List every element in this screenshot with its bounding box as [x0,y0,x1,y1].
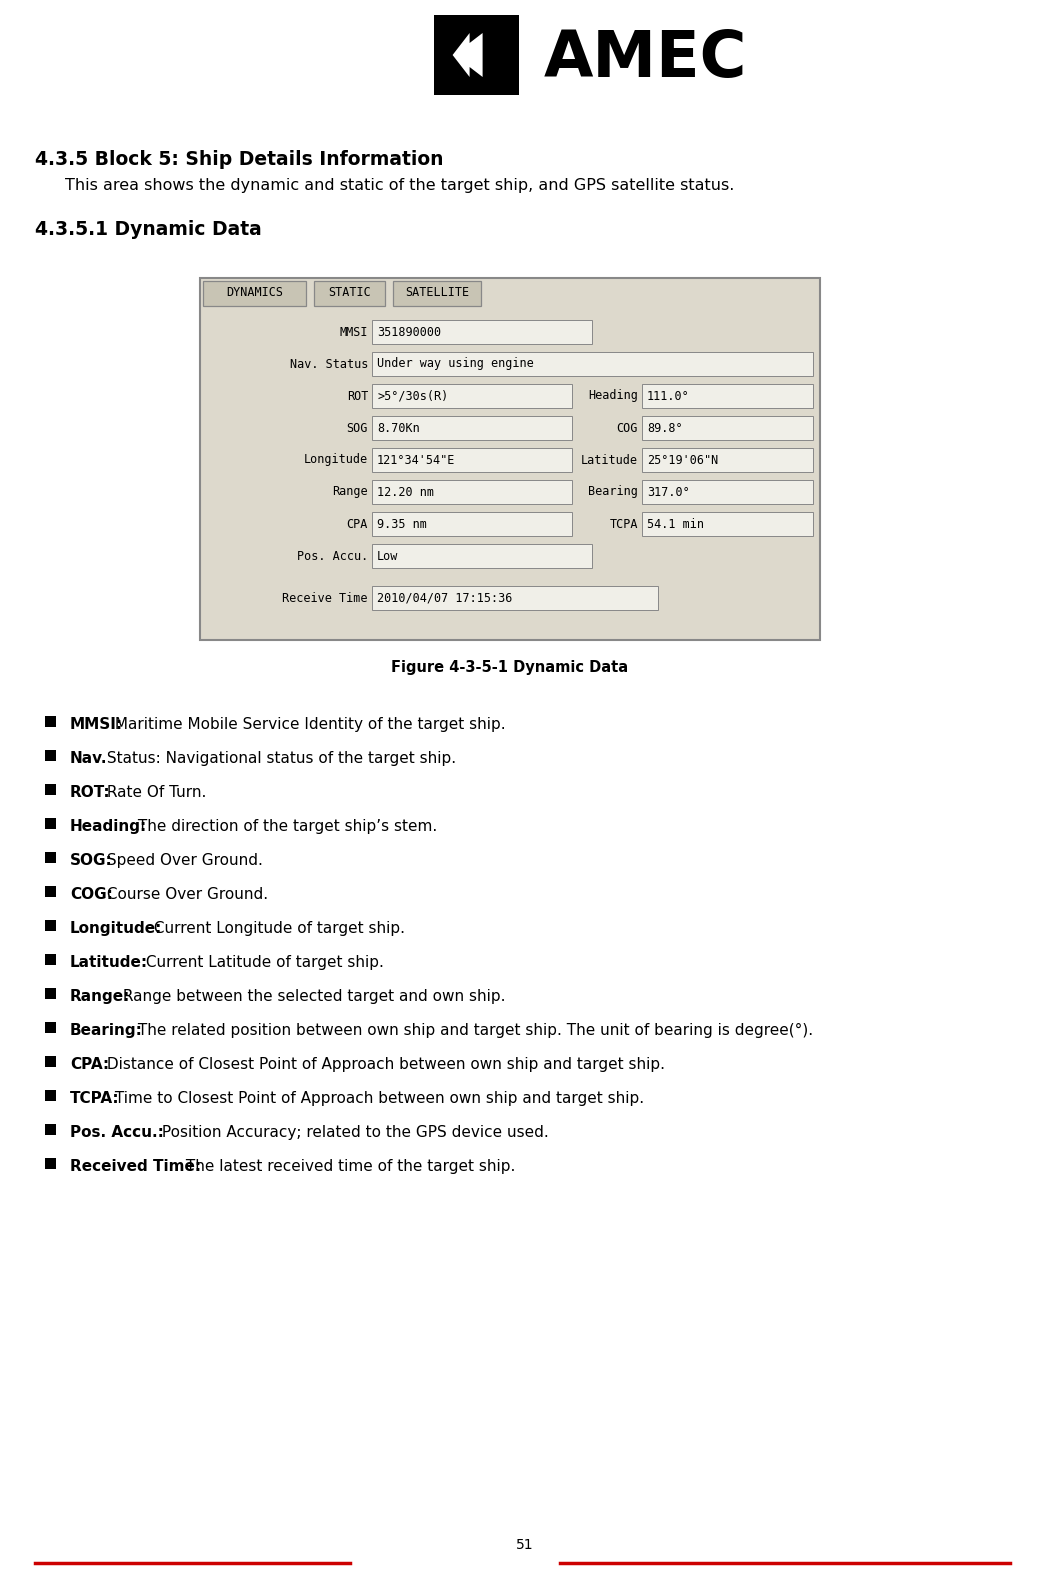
Text: Heading:: Heading: [70,818,147,834]
Bar [45,1123,56,1135]
Text: 25°19'06"N: 25°19'06"N [647,453,719,467]
Bar [372,416,572,440]
Text: SOG: SOG [346,421,368,434]
Text: MMSI: MMSI [340,326,368,338]
Text: Nav. Status: Nav. Status [290,358,368,370]
Text: Current Longitude of target ship.: Current Longitude of target ship. [149,922,405,936]
Text: 351890000: 351890000 [377,326,442,338]
Bar [372,480,572,504]
Text: Range: Range [333,486,368,499]
Text: Time to Closest Point of Approach between own ship and target ship.: Time to Closest Point of Approach betwee… [109,1092,644,1106]
Bar [45,852,56,863]
Text: 8.70Kn: 8.70Kn [377,421,420,434]
Bar [372,543,592,567]
Text: DYNAMICS: DYNAMICS [226,286,283,299]
Text: 9.35 nm: 9.35 nm [377,518,427,531]
Text: Longitude:: Longitude: [70,922,163,936]
Text: >5°/30s(R): >5°/30s(R) [377,389,448,402]
Text: 121°34'54"E: 121°34'54"E [377,453,455,467]
Text: 4.3.5 Block 5: Ship Details Information: 4.3.5 Block 5: Ship Details Information [35,149,444,168]
Bar [45,988,56,999]
Bar [45,920,56,931]
Bar [45,953,56,965]
Bar [45,818,56,829]
Text: ROT:: ROT: [70,785,110,799]
Bar [372,586,658,610]
Text: Nav.: Nav. [70,752,107,766]
Text: Position Accuracy; related to the GPS device used.: Position Accuracy; related to the GPS de… [157,1125,549,1139]
Text: Rate Of Turn.: Rate Of Turn. [102,785,206,799]
Text: Status: Navigational status of the target ship.: Status: Navigational status of the targe… [102,752,456,766]
Text: SATELLITE: SATELLITE [405,286,469,299]
Text: Received Time:: Received Time: [70,1158,201,1174]
Text: Bearing: Bearing [588,486,638,499]
Text: Figure 4-3-5-1 Dynamic Data: Figure 4-3-5-1 Dynamic Data [391,659,628,675]
Bar [642,480,813,504]
Text: 4.3.5.1 Dynamic Data: 4.3.5.1 Dynamic Data [35,219,262,238]
Text: The direction of the target ship’s stem.: The direction of the target ship’s stem. [133,818,437,834]
Text: STATIC: STATIC [328,286,371,299]
Text: Heading: Heading [588,389,638,402]
Text: Low: Low [377,550,399,563]
Text: MMSI:: MMSI: [70,717,123,733]
Bar [45,750,56,761]
Text: Speed Over Ground.: Speed Over Ground. [102,853,262,868]
Bar [372,385,572,408]
Text: Latitude:: Latitude: [70,955,148,969]
Bar [45,1057,56,1066]
Text: 12.20 nm: 12.20 nm [377,486,434,499]
Text: ROT: ROT [346,389,368,402]
Text: Course Over Ground.: Course Over Ground. [102,887,267,903]
Text: Pos. Accu.: Pos. Accu. [297,550,368,563]
Bar [45,783,56,794]
Text: This area shows the dynamic and static of the target ship, and GPS satellite sta: This area shows the dynamic and static o… [65,178,734,192]
Bar [372,353,813,377]
Text: SOG:: SOG: [70,853,112,868]
Text: Longitude: Longitude [304,453,368,467]
Bar [393,281,481,307]
Text: 89.8°: 89.8° [647,421,683,434]
Text: 51: 51 [516,1538,533,1552]
Text: Maritime Mobile Service Identity of the target ship.: Maritime Mobile Service Identity of the … [109,717,506,733]
Text: Current Latitude of target ship.: Current Latitude of target ship. [142,955,384,969]
Polygon shape [452,33,483,76]
Text: 317.0°: 317.0° [647,486,690,499]
Text: Pos. Accu.:: Pos. Accu.: [70,1125,164,1139]
Text: Distance of Closest Point of Approach between own ship and target ship.: Distance of Closest Point of Approach be… [102,1057,665,1073]
Bar [204,281,306,307]
Text: Range:: Range: [70,988,130,1004]
Text: Bearing:: Bearing: [70,1023,143,1038]
Text: TCPA: TCPA [609,518,638,531]
Text: Latitude: Latitude [581,453,638,467]
Bar [45,1158,56,1170]
Bar [45,1090,56,1101]
Text: Under way using engine: Under way using engine [377,358,534,370]
Bar [372,319,592,343]
Text: Receive Time: Receive Time [282,591,368,604]
Bar [642,512,813,535]
Text: TCPA:: TCPA: [70,1092,120,1106]
Bar [372,512,572,535]
Text: Range between the selected target and own ship.: Range between the selected target and ow… [117,988,505,1004]
Text: The related position between own ship and target ship. The unit of bearing is de: The related position between own ship an… [133,1023,813,1038]
Bar [200,278,820,640]
Text: 111.0°: 111.0° [647,389,690,402]
Bar [45,887,56,898]
Bar [45,1022,56,1033]
Text: 2010/04/07 17:15:36: 2010/04/07 17:15:36 [377,591,512,604]
Text: COG: COG [617,421,638,434]
Bar [45,717,56,728]
Bar [433,14,519,95]
Text: CPA:: CPA: [70,1057,109,1073]
Text: CPA: CPA [346,518,368,531]
Text: The latest received time of the target ship.: The latest received time of the target s… [180,1158,515,1174]
Bar [642,448,813,472]
Text: 54.1 min: 54.1 min [647,518,704,531]
Bar [642,385,813,408]
Bar [314,281,385,307]
Text: AMEC: AMEC [544,29,748,91]
Text: COG:: COG: [70,887,113,903]
Bar [372,448,572,472]
Bar [642,416,813,440]
